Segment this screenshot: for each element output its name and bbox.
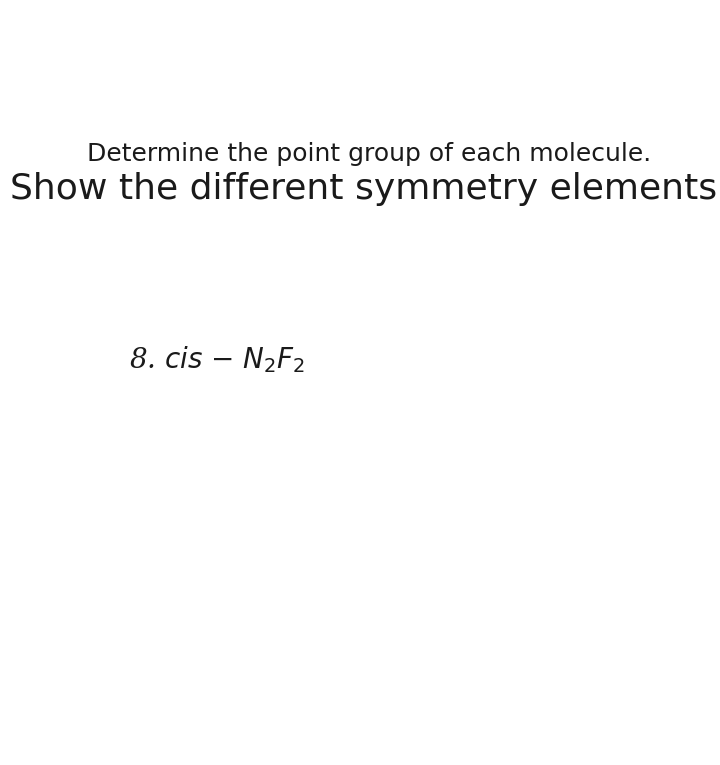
Text: 8. $\mathit{cis}$ $-$ $N_2F_2$: 8. $\mathit{cis}$ $-$ $N_2F_2$ bbox=[129, 344, 305, 375]
Text: Determine the point group of each molecule.: Determine the point group of each molecu… bbox=[87, 142, 651, 166]
Text: Show the different symmetry elements.: Show the different symmetry elements. bbox=[9, 172, 720, 206]
